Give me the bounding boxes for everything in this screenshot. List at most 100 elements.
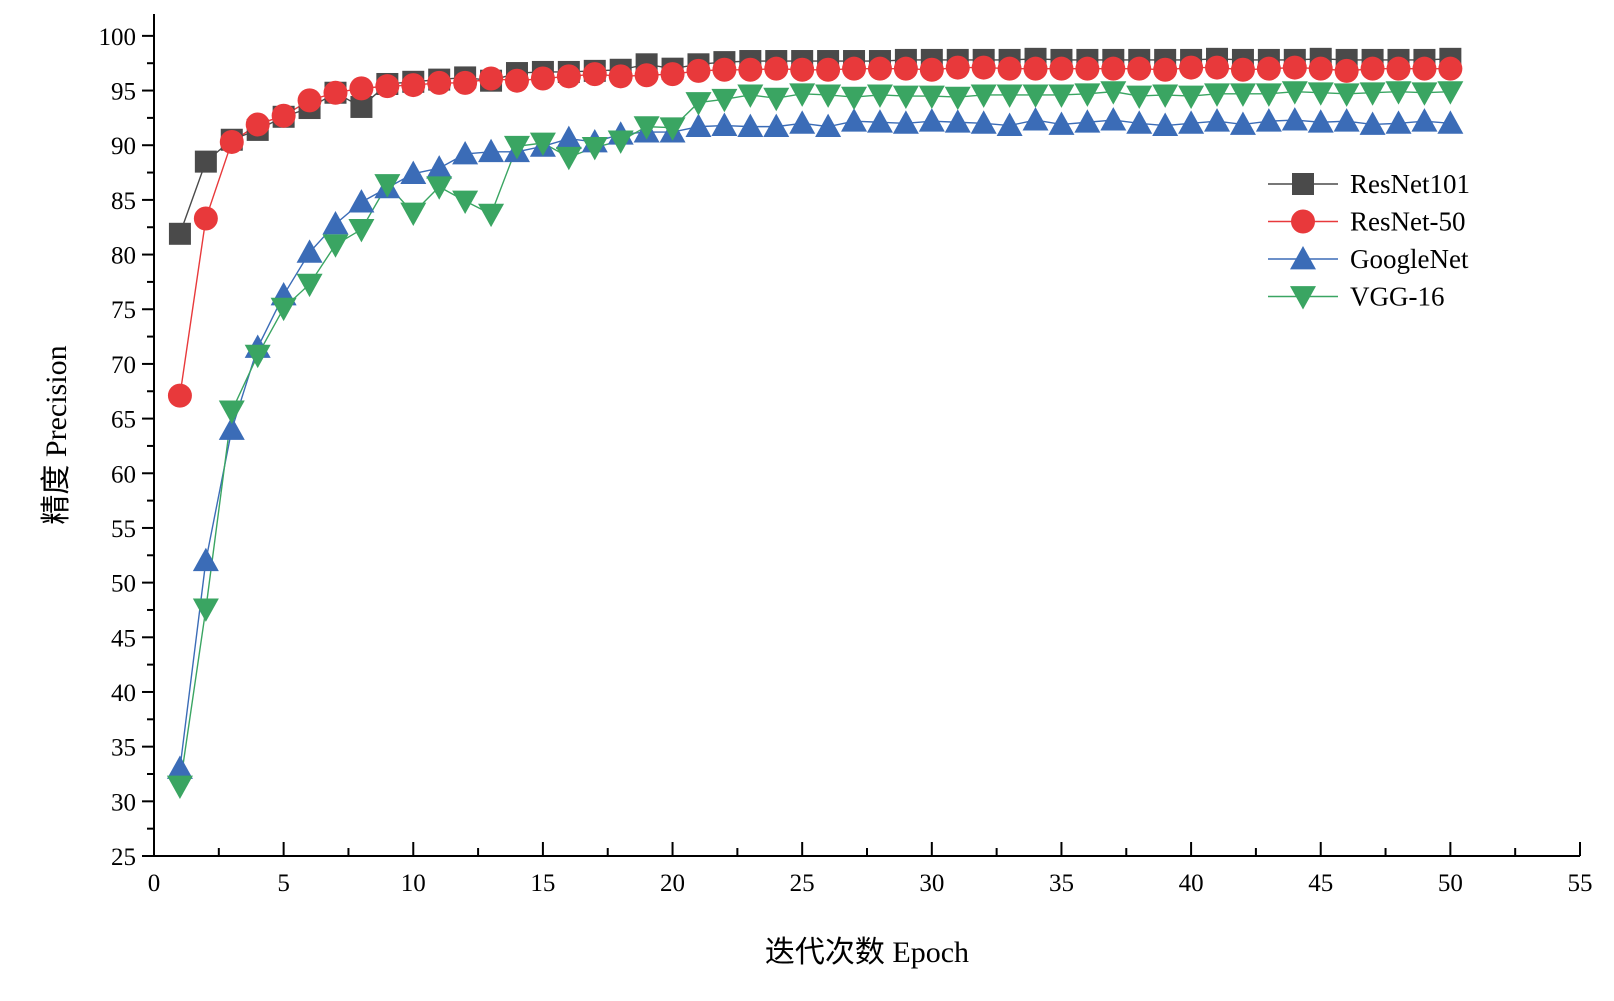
data-point-googlenet	[452, 140, 479, 165]
data-point-resnet-50	[271, 103, 296, 128]
data-point-vgg-16	[555, 146, 582, 171]
series-line-googlenet	[179, 119, 1451, 769]
data-point-vgg-16	[270, 297, 297, 322]
data-point-resnet-50	[530, 66, 555, 91]
data-point-vgg-16	[348, 219, 375, 243]
data-point-resnet-50	[1101, 56, 1126, 81]
data-point-resnet-50	[1360, 56, 1385, 81]
data-point-resnet-50	[297, 88, 322, 113]
data-point-resnet-50	[504, 68, 529, 93]
x-tick-label: 30	[919, 870, 944, 897]
x-tick-label: 40	[1179, 870, 1204, 897]
y-tick-label: 50	[111, 571, 136, 598]
data-point-googlenet	[1333, 108, 1360, 132]
data-point-resnet-50	[1127, 56, 1152, 81]
data-point-vgg-16	[918, 85, 945, 110]
y-tick-label: 35	[111, 735, 136, 762]
data-point-vgg-16	[296, 273, 323, 298]
x-tick-label: 10	[401, 870, 426, 897]
y-tick-label: 70	[111, 352, 136, 379]
x-tick-label: 15	[530, 870, 555, 897]
data-point-googlenet	[1385, 110, 1412, 134]
data-point-resnet-50	[738, 57, 763, 82]
data-point-googlenet	[1178, 110, 1205, 134]
legend-marker-resnet101	[1292, 173, 1314, 195]
x-tick-label: 25	[790, 870, 815, 897]
y-tick-label: 85	[111, 188, 136, 215]
data-point-resnet-50	[1153, 57, 1178, 82]
data-point-googlenet	[426, 155, 453, 179]
data-point-googlenet	[1204, 108, 1231, 132]
data-point-googlenet	[737, 113, 764, 138]
data-point-vgg-16	[763, 87, 790, 112]
data-point-vgg-16	[1126, 85, 1153, 110]
data-point-vgg-16	[944, 86, 971, 111]
data-point-resnet-50	[167, 383, 192, 408]
data-point-resnet-50	[556, 64, 581, 89]
data-point-googlenet	[970, 110, 997, 134]
legend: ResNet101 ResNet-50 GoogleNet VGG-16	[1268, 169, 1470, 312]
data-point-resnet-50	[1412, 56, 1437, 81]
data-point-resnet-50	[401, 73, 426, 98]
data-point-googlenet	[218, 416, 245, 440]
data-point-resnet-50	[1334, 58, 1359, 83]
data-point-googlenet	[841, 108, 868, 132]
data-point-vgg-16	[426, 176, 453, 200]
data-point-googlenet	[1022, 107, 1049, 131]
data-point-resnet101	[168, 222, 191, 245]
data-point-googlenet	[555, 125, 582, 150]
data-point-vgg-16	[815, 84, 842, 108]
x-tick-label: 20	[660, 870, 685, 897]
data-point-resnet-50	[349, 76, 374, 101]
x-tick-label: 35	[1049, 870, 1074, 897]
y-tick-label: 30	[111, 789, 136, 816]
x-tick-label: 45	[1308, 870, 1333, 897]
data-point-resnet-50	[634, 63, 659, 88]
data-point-vgg-16	[1281, 81, 1308, 105]
data-point-googlenet	[944, 109, 971, 133]
data-point-resnet-50	[1308, 56, 1333, 81]
data-point-resnet-50	[686, 58, 711, 83]
data-point-resnet-50	[245, 112, 270, 137]
data-point-googlenet	[996, 112, 1023, 136]
data-point-resnet-50	[893, 56, 918, 81]
data-point-googlenet	[166, 755, 193, 779]
series-markers-resnet-50	[167, 55, 1463, 408]
legend-label-resnet101: ResNet101	[1350, 169, 1470, 199]
data-point-vgg-16	[1359, 82, 1386, 106]
data-point-googlenet	[400, 160, 427, 185]
series-markers	[166, 47, 1464, 800]
data-point-googlenet	[866, 109, 893, 133]
y-tick-label: 80	[111, 243, 136, 270]
y-tick-label: 60	[111, 461, 136, 488]
y-axis-title: 精度 Precision	[40, 345, 73, 524]
data-point-vgg-16	[400, 202, 427, 227]
data-point-googlenet	[348, 189, 375, 213]
data-point-vgg-16	[659, 117, 686, 141]
data-point-googlenet	[1048, 111, 1075, 135]
data-point-googlenet	[296, 239, 323, 263]
data-point-vgg-16	[1178, 85, 1205, 110]
data-point-resnet-50	[479, 66, 504, 91]
data-point-resnet-50	[842, 56, 867, 81]
data-point-vgg-16	[1204, 83, 1231, 107]
data-point-vgg-16	[1333, 83, 1360, 107]
series-markers-vgg-16	[166, 81, 1464, 800]
data-point-vgg-16	[374, 174, 401, 198]
y-tick-label: 95	[111, 79, 136, 106]
data-point-googlenet	[1411, 108, 1438, 132]
data-point-vgg-16	[1152, 84, 1179, 108]
x-axis-title: 迭代次数 Epoch	[765, 936, 969, 969]
data-point-googlenet	[1281, 107, 1308, 131]
series-markers-googlenet	[166, 107, 1464, 779]
y-tick-label: 45	[111, 625, 136, 652]
data-point-vgg-16	[192, 598, 219, 622]
legend-marker-googlenet	[1290, 246, 1316, 270]
data-point-vgg-16	[737, 84, 764, 108]
data-point-resnet-50	[582, 62, 607, 87]
data-point-googlenet	[711, 112, 738, 136]
data-point-googlenet	[789, 110, 816, 134]
data-point-googlenet	[1255, 108, 1282, 132]
data-point-resnet-50	[375, 74, 400, 99]
data-point-resnet-50	[427, 70, 452, 95]
